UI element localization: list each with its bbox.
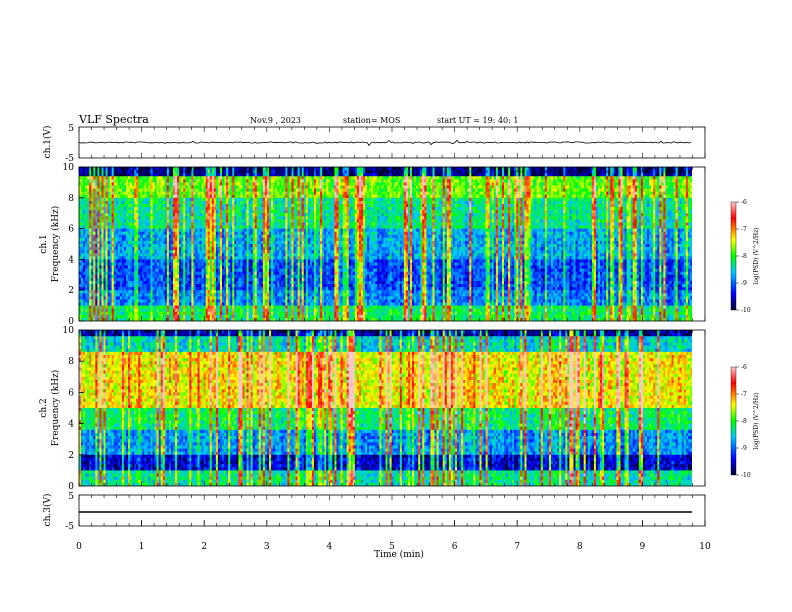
- colorbar-tick-label: -8: [741, 253, 747, 260]
- ytick-label: 4: [68, 420, 74, 430]
- ch3-ytick-top: 5: [68, 492, 74, 502]
- ytick-label: 6: [68, 388, 74, 398]
- ch3-ytick-bottom: -5: [65, 522, 74, 532]
- ch1-channel-label: ch.1: [39, 234, 49, 253]
- colorbar-tick-label: -10: [741, 472, 751, 479]
- ytick-label: 0: [68, 482, 74, 492]
- ch2-spectrogram-image: [79, 330, 705, 486]
- figure-station: station= MOS: [343, 116, 400, 125]
- ch1-colorbar-label: log(PSD) (V^2/Hz): [753, 227, 760, 284]
- ch3-waveform-ylabel: ch.3(V): [42, 494, 53, 527]
- xtick-label: 1: [139, 542, 145, 552]
- colorbar-tick-label: -7: [741, 226, 747, 233]
- ytick-label: 10: [63, 163, 75, 173]
- colorbar-tick-label: -6: [741, 364, 747, 371]
- xtick-label: 10: [699, 542, 711, 552]
- ytick-label: 8: [68, 194, 74, 204]
- ch2-channel-label: ch.2: [39, 398, 49, 417]
- ch1-frequency-label: Frequency (kHz): [50, 206, 61, 283]
- ch2-spectrogram-panel: 0 2 4 6 8 10 ch.2 Frequency (kHz): [39, 326, 706, 492]
- colorbar-tick-label: -8: [741, 418, 747, 425]
- ytick-label: 10: [63, 326, 75, 336]
- xtick-label: 0: [76, 542, 82, 552]
- ytick-label: 2: [68, 451, 74, 461]
- ytick-label: 8: [68, 357, 74, 367]
- xtick-label: 2: [201, 542, 207, 552]
- ch1-waveform-panel: 5 -5 ch.1(V): [42, 124, 706, 164]
- figure-title: VLF Spectra: [78, 113, 149, 126]
- ytick-label: 6: [68, 225, 74, 235]
- figure-start-time: start UT = 19: 40: 1: [437, 116, 518, 125]
- ytick-label: 0: [68, 317, 74, 327]
- ch2-frequency-label: Frequency (kHz): [50, 370, 61, 447]
- colorbar-tick-label: -7: [741, 391, 747, 398]
- xtick-label: 8: [577, 542, 583, 552]
- xtick-label: 5: [389, 542, 395, 552]
- ch1-colorbar: -6 -7 -8 -9 -10 log(PSD) (V^2/Hz): [730, 199, 760, 314]
- ch1-waveform-ylabel: ch.1(V): [42, 126, 53, 159]
- ytick-label: 2: [68, 286, 74, 296]
- xtick-label: 9: [640, 542, 646, 552]
- ch1-waveform-trace: [78, 139, 692, 147]
- xtick-label: 3: [264, 542, 270, 552]
- ch1-spectrogram-panel: 0 2 4 6 8 10 ch.1 Frequency (kHz): [39, 163, 706, 327]
- ch2-colorbar-label: log(PSD) (V^2/Hz): [753, 392, 760, 449]
- xtick-label: 6: [452, 542, 458, 552]
- time-axis-label: Time (min): [374, 549, 424, 560]
- colorbar-tick-label: -9: [741, 280, 747, 287]
- ch1-ytick-bottom: -5: [65, 154, 74, 164]
- ytick-label: 4: [68, 255, 74, 265]
- ch1-colorbar-gradient: [730, 201, 737, 311]
- ch2-colorbar-gradient: [730, 366, 737, 476]
- ch1-ytick-top: 5: [68, 124, 74, 134]
- colorbar-tick-label: -10: [741, 307, 751, 314]
- colorbar-tick-label: -9: [741, 445, 747, 452]
- xtick-label: 4: [327, 542, 333, 552]
- time-axis: 0 1 2 3 4 5 6 7 8 9 10: [76, 127, 711, 552]
- xtick-label: 7: [514, 542, 520, 552]
- figure-date: Nov.9 , 2023: [250, 116, 301, 125]
- colorbar-tick-label: -6: [741, 199, 747, 206]
- ch1-spectrogram-image: [79, 167, 705, 321]
- ch2-colorbar: -6 -7 -8 -9 -10 log(PSD) (V^2/Hz): [730, 364, 760, 479]
